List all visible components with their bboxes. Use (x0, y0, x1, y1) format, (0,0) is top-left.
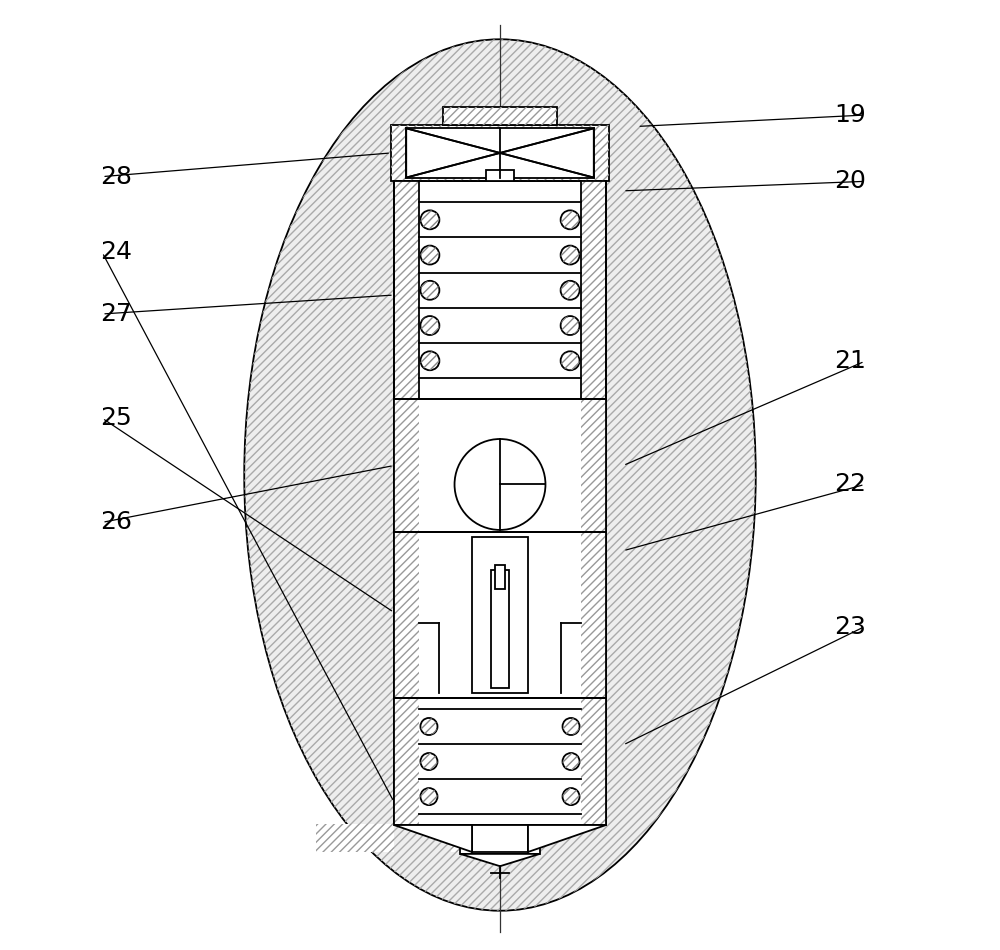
Bar (316, 824, 394, 852)
Bar (406, 128, 594, 178)
Bar (581, 697, 606, 826)
Circle shape (563, 753, 580, 770)
Bar (491, 570, 509, 688)
Bar (394, 697, 419, 826)
Bar (394, 399, 606, 532)
Circle shape (561, 281, 580, 300)
Bar (581, 532, 606, 697)
Bar (581, 697, 606, 826)
Text: 23: 23 (835, 615, 866, 638)
Bar (495, 565, 505, 589)
Bar (443, 107, 557, 124)
Circle shape (420, 246, 439, 264)
Bar (394, 181, 606, 399)
Circle shape (420, 316, 439, 335)
Circle shape (420, 753, 437, 770)
Polygon shape (460, 854, 540, 866)
Bar (394, 399, 419, 532)
Bar (460, 826, 540, 854)
Circle shape (420, 210, 439, 229)
Bar (394, 181, 606, 399)
Bar (394, 697, 606, 826)
Bar (394, 181, 419, 399)
Bar (391, 124, 609, 181)
Circle shape (561, 246, 580, 264)
Ellipse shape (244, 39, 756, 911)
Bar (394, 697, 419, 826)
Bar (394, 532, 419, 697)
Circle shape (420, 718, 437, 735)
Bar (581, 399, 606, 532)
Text: 25: 25 (101, 407, 132, 430)
Bar (394, 532, 606, 697)
Bar (394, 399, 419, 532)
Bar (394, 697, 606, 826)
Bar (394, 399, 606, 532)
Circle shape (420, 788, 437, 805)
Bar (451, 824, 528, 852)
Bar (451, 824, 528, 852)
Bar (486, 170, 514, 181)
Bar (472, 826, 528, 852)
Text: 28: 28 (100, 164, 132, 189)
Bar (581, 399, 606, 532)
Polygon shape (394, 826, 472, 852)
Circle shape (561, 316, 580, 335)
Bar (394, 532, 419, 697)
Circle shape (563, 788, 580, 805)
Text: 19: 19 (835, 103, 866, 127)
Circle shape (455, 439, 545, 530)
Circle shape (420, 352, 439, 370)
Bar (394, 532, 606, 697)
Circle shape (561, 352, 580, 370)
Circle shape (420, 281, 439, 300)
Text: 24: 24 (100, 240, 132, 264)
Bar (443, 107, 557, 124)
Circle shape (563, 718, 580, 735)
Bar (581, 181, 606, 399)
Bar (391, 124, 609, 181)
Text: 26: 26 (100, 510, 132, 534)
Bar (316, 824, 394, 852)
Bar (472, 537, 528, 693)
Circle shape (561, 210, 580, 229)
Text: 21: 21 (835, 350, 866, 373)
Polygon shape (528, 826, 606, 852)
Text: 22: 22 (834, 472, 866, 497)
Bar (394, 181, 419, 399)
Text: 27: 27 (100, 302, 132, 326)
Text: 20: 20 (835, 169, 866, 194)
Bar (581, 532, 606, 697)
Bar (581, 181, 606, 399)
